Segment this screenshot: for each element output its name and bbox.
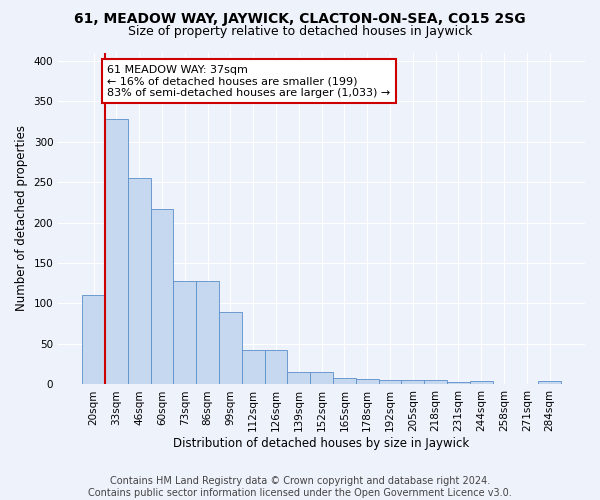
Bar (333, 378, 356, 384)
Bar (105, 119, 128, 384)
Bar (173, 281, 196, 384)
Bar (424, 380, 447, 384)
Y-axis label: Number of detached properties: Number of detached properties (15, 126, 28, 312)
Text: 61, MEADOW WAY, JAYWICK, CLACTON-ON-SEA, CO15 2SG: 61, MEADOW WAY, JAYWICK, CLACTON-ON-SEA,… (74, 12, 526, 26)
Bar (447, 382, 470, 384)
Text: Contains HM Land Registry data © Crown copyright and database right 2024.
Contai: Contains HM Land Registry data © Crown c… (88, 476, 512, 498)
X-axis label: Distribution of detached houses by size in Jaywick: Distribution of detached houses by size … (173, 437, 470, 450)
Bar (242, 350, 265, 384)
Bar (379, 380, 401, 384)
Bar (196, 281, 219, 384)
Bar (265, 350, 287, 384)
Bar (538, 381, 561, 384)
Bar (401, 380, 424, 384)
Bar (82, 296, 105, 384)
Text: Size of property relative to detached houses in Jaywick: Size of property relative to detached ho… (128, 25, 472, 38)
Bar (219, 312, 242, 384)
Bar (356, 379, 379, 384)
Bar (470, 381, 493, 384)
Bar (151, 209, 173, 384)
Text: 61 MEADOW WAY: 37sqm
← 16% of detached houses are smaller (199)
83% of semi-deta: 61 MEADOW WAY: 37sqm ← 16% of detached h… (107, 64, 391, 98)
Bar (287, 372, 310, 384)
Bar (310, 372, 333, 384)
Bar (128, 178, 151, 384)
